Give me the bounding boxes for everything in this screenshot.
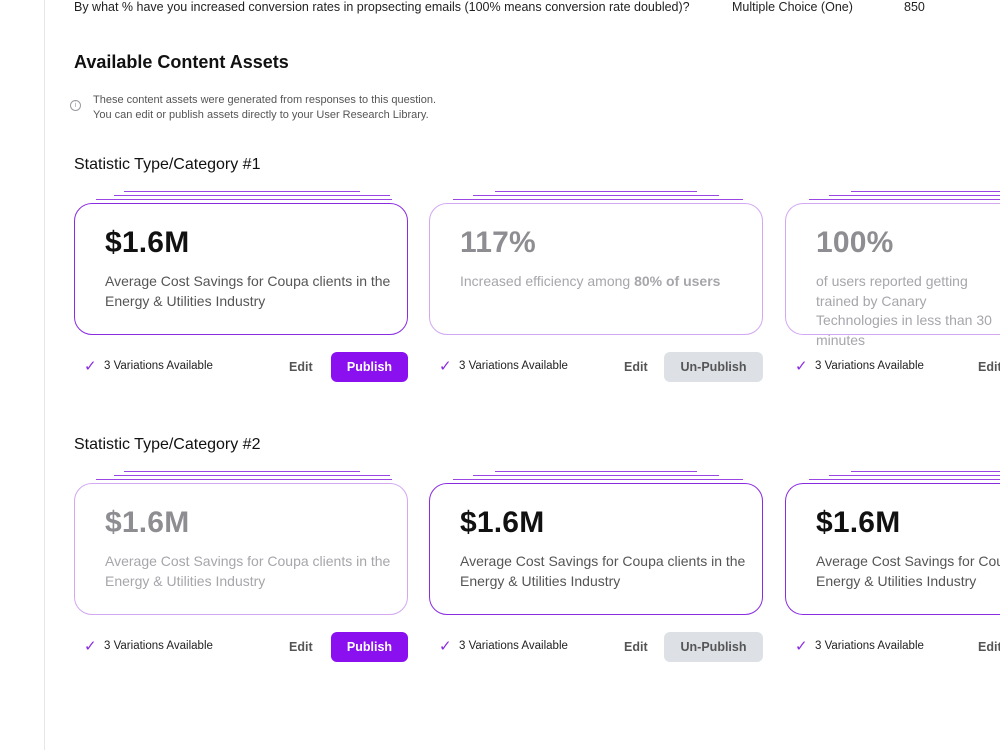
card-actions: ✓ 3 Variations Available Edit <box>785 632 1000 662</box>
stack-line <box>495 191 697 192</box>
stack-line <box>124 191 360 192</box>
stat-description: Average Cost Savings for Coupa clients i… <box>105 273 391 309</box>
asset-card[interactable]: $1.6M Average Cost Savings for Coupa cli… <box>74 483 408 615</box>
check-icon: ✓ <box>84 638 97 655</box>
info-line-1: These content assets were generated from… <box>93 94 437 106</box>
variations-label[interactable]: 3 Variations Available <box>459 360 568 372</box>
variations-label[interactable]: 3 Variations Available <box>459 640 568 652</box>
stack-line <box>96 199 392 200</box>
asset-card[interactable]: $1.6M Average Cost Savings for Coupa cli… <box>785 483 1000 615</box>
stack-line <box>114 195 390 196</box>
edit-link[interactable]: Edit <box>978 360 1000 374</box>
card-actions: ✓ 3 Variations Available Edit Un-Publish <box>429 632 765 662</box>
unpublish-button[interactable]: Un-Publish <box>664 352 763 382</box>
stat-value: 100% <box>816 226 894 259</box>
stack-line <box>114 475 390 476</box>
card-actions: ✓ 3 Variations Available Edit Un-Publish <box>429 352 765 382</box>
asset-card[interactable]: $1.6M Average Cost Savings for Coupa cli… <box>429 483 763 615</box>
stat-value: $1.6M <box>816 506 901 539</box>
stat-description: of users reported getting trained by Can… <box>816 273 992 348</box>
card-actions: ✓ 3 Variations Available Edit Publish <box>74 352 410 382</box>
check-icon: ✓ <box>84 358 97 375</box>
stack-line <box>809 479 1000 480</box>
info-text: These content assets were generated from… <box>93 93 436 123</box>
stack-line <box>851 471 1000 472</box>
stack-line <box>453 199 743 200</box>
stat-value: $1.6M <box>105 506 190 539</box>
asset-card[interactable]: $1.6M Average Cost Savings for Coupa cli… <box>74 203 408 335</box>
stack-line <box>495 471 697 472</box>
stat-value: $1.6M <box>105 226 190 259</box>
category-title-2: Statistic Type/Category #2 <box>74 436 261 453</box>
stack-line <box>851 191 1000 192</box>
variations-label[interactable]: 3 Variations Available <box>815 640 924 652</box>
variations-label[interactable]: 3 Variations Available <box>104 640 213 652</box>
check-icon: ✓ <box>795 358 808 375</box>
stat-value: 117% <box>460 226 536 259</box>
edit-link[interactable]: Edit <box>289 360 313 374</box>
stat-description-text: Average Cost Savings for Coupa clients i… <box>816 553 1000 589</box>
asset-card[interactable]: 100% of users reported getting trained b… <box>785 203 1000 348</box>
stat-value: $1.6M <box>460 506 545 539</box>
stack-line <box>809 199 1000 200</box>
section-title: Available Content Assets <box>74 52 289 72</box>
publish-button[interactable]: Publish <box>331 632 408 662</box>
stat-description-highlight: 80% of users <box>634 273 721 289</box>
card-actions: ✓ 3 Variations Available Edit Publish <box>74 632 410 662</box>
stat-description: Average Cost Savings for Coupa clients i… <box>460 553 746 589</box>
stack-line <box>453 479 743 480</box>
stat-description: Average Cost Savings for Coupa clients i… <box>816 552 1000 591</box>
variations-label[interactable]: 3 Variations Available <box>815 360 924 372</box>
stack-line <box>96 479 392 480</box>
edit-link[interactable]: Edit <box>289 640 313 654</box>
edit-link[interactable]: Edit <box>978 640 1000 654</box>
edit-link[interactable]: Edit <box>624 640 648 654</box>
stack-line <box>829 195 1000 196</box>
check-icon: ✓ <box>795 638 808 655</box>
asset-card[interactable]: 117% Increased efficiency among 80% of u… <box>429 203 763 335</box>
question-text: By what % have you increased conversion … <box>74 0 690 14</box>
publish-button[interactable]: Publish <box>331 352 408 382</box>
info-icon: i <box>70 100 81 111</box>
stat-description: Increased efficiency among 80% of users <box>460 272 760 292</box>
stack-line <box>829 475 1000 476</box>
stack-line <box>473 195 719 196</box>
response-count: 850 <box>904 0 925 14</box>
check-icon: ✓ <box>439 358 452 375</box>
unpublish-button[interactable]: Un-Publish <box>664 632 763 662</box>
category-title-1: Statistic Type/Category #1 <box>74 156 261 173</box>
question-type: Multiple Choice (One) <box>732 0 853 14</box>
sidebar-divider <box>44 0 45 750</box>
check-icon: ✓ <box>439 638 452 655</box>
stack-line <box>124 471 360 472</box>
stack-line <box>473 475 719 476</box>
stat-description: Average Cost Savings for Coupa clients i… <box>105 553 391 589</box>
card-actions: ✓ 3 Variations Available Edit <box>785 352 1000 382</box>
variations-label[interactable]: 3 Variations Available <box>104 360 213 372</box>
info-line-2: You can edit or publish assets directly … <box>93 109 429 121</box>
stat-description-text: Increased efficiency among <box>460 273 635 289</box>
edit-link[interactable]: Edit <box>624 360 648 374</box>
